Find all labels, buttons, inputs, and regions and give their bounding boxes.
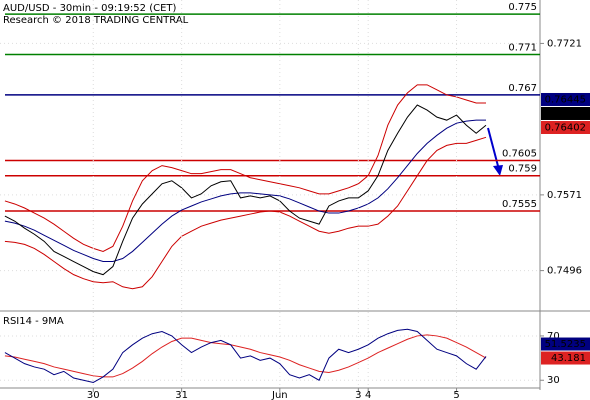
forecast-arrow: [487, 127, 499, 167]
level-label: 0.771: [508, 43, 537, 54]
series-line: [4, 136, 487, 290]
level-label: 0.7555: [502, 199, 537, 210]
chart-subtitle: Research © 2018 TRADING CENTRAL: [3, 15, 189, 26]
y-tick-label: 70: [547, 331, 560, 342]
arrow-head: [493, 165, 503, 176]
series-line: [4, 104, 487, 276]
level-label: 0.7605: [502, 149, 537, 160]
price-tag-label: 0.76404: [545, 108, 586, 119]
series-line: [4, 84, 486, 252]
series-line: [4, 328, 487, 383]
level-label: 0.759: [508, 164, 537, 175]
price-tag: [541, 92, 590, 106]
level-label: 0.775: [508, 2, 537, 13]
price-tag: [541, 337, 590, 351]
y-tick-label: 0.7496: [547, 266, 582, 277]
price-tag: [541, 351, 590, 365]
level-label: 0.767: [508, 83, 537, 94]
x-tick-label: 30: [87, 390, 100, 400]
x-tick-label: 31: [175, 390, 188, 400]
x-tick-label: 4: [365, 390, 371, 400]
price-tag-label: 51.5235: [545, 339, 586, 350]
y-tick-label: 0.7721: [547, 38, 582, 49]
y-tick-label: 30: [547, 375, 560, 386]
y-tick-label: 0.7571: [547, 190, 582, 201]
price-tag: [541, 106, 590, 120]
panel-title: RSI14 - 9MA: [3, 316, 64, 327]
chart-title: AUD/USD - 30min - 09:19:52 (CET): [3, 3, 177, 14]
price-tag-label: 43.181: [551, 353, 586, 364]
x-tick-label: 5: [453, 390, 459, 400]
price-tag-label: 0.76402: [545, 122, 586, 133]
series-line: [4, 119, 486, 263]
price-tag: [541, 120, 590, 134]
x-tick-label: Jun: [271, 390, 288, 400]
series-line: [4, 334, 487, 378]
x-tick-label: 3: [355, 390, 361, 400]
price-tag-label: 0.76445: [545, 94, 586, 105]
